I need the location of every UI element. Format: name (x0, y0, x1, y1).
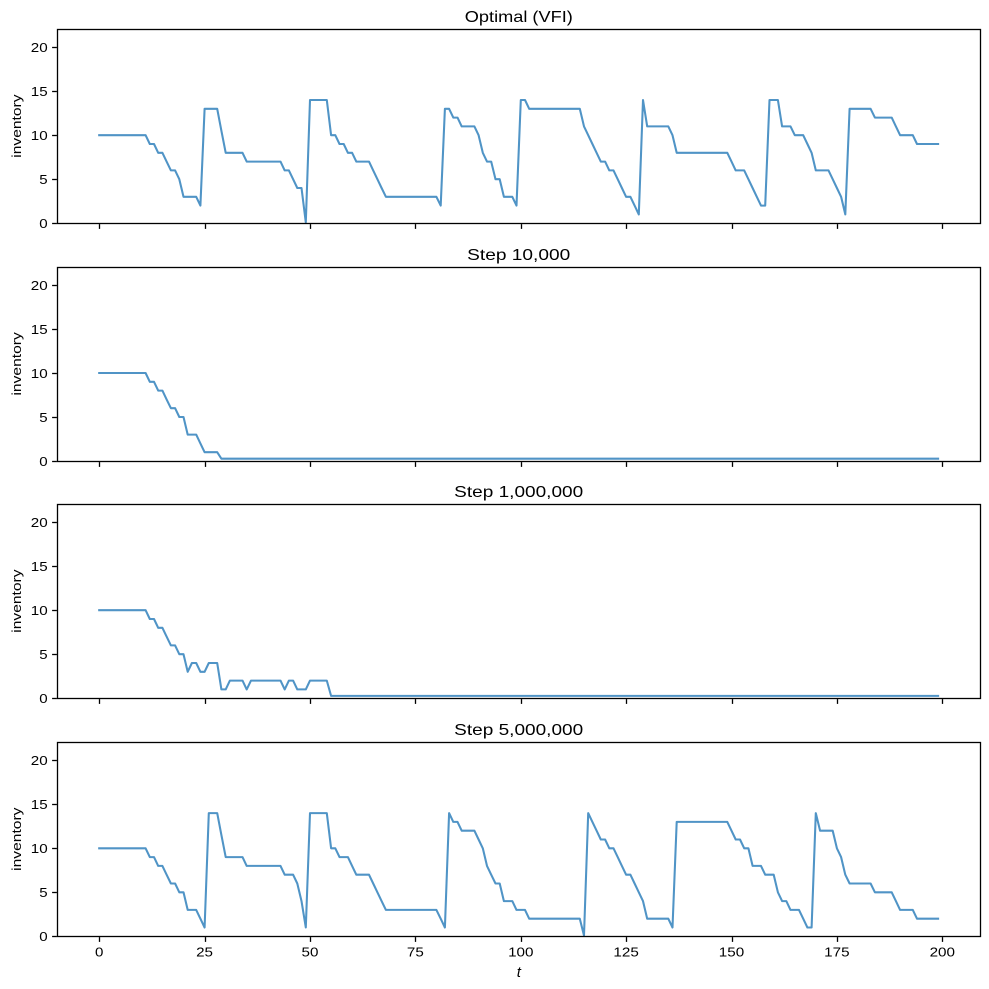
svg-text:20: 20 (31, 40, 48, 55)
svg-text:20: 20 (31, 515, 48, 530)
svg-text:Step 10,000: Step 10,000 (467, 247, 570, 264)
svg-text:0: 0 (95, 945, 103, 960)
svg-text:5: 5 (39, 410, 47, 425)
svg-text:inventory: inventory (9, 569, 24, 633)
svg-text:0: 0 (39, 929, 47, 944)
svg-text:inventory: inventory (9, 94, 24, 158)
svg-text:10: 10 (31, 366, 48, 381)
svg-text:5: 5 (39, 172, 47, 187)
svg-text:10: 10 (31, 603, 48, 618)
svg-text:25: 25 (196, 945, 213, 960)
svg-text:20: 20 (31, 753, 48, 768)
svg-text:0: 0 (39, 216, 47, 231)
svg-text:inventory: inventory (9, 332, 24, 396)
svg-text:175: 175 (824, 945, 849, 960)
svg-text:15: 15 (31, 797, 48, 812)
svg-text:100: 100 (508, 945, 533, 960)
svg-text:50: 50 (302, 945, 319, 960)
svg-text:10: 10 (31, 128, 48, 143)
svg-text:75: 75 (407, 945, 424, 960)
svg-text:Step 5,000,000: Step 5,000,000 (454, 722, 583, 739)
svg-text:Step 1,000,000: Step 1,000,000 (454, 484, 583, 501)
svg-text:inventory: inventory (9, 807, 24, 871)
svg-text:5: 5 (39, 885, 47, 900)
svg-text:15: 15 (31, 559, 48, 574)
svg-text:125: 125 (613, 945, 638, 960)
svg-text:150: 150 (719, 945, 744, 960)
svg-text:5: 5 (39, 647, 47, 662)
svg-text:10: 10 (31, 841, 48, 856)
svg-text:0: 0 (39, 691, 47, 706)
svg-text:200: 200 (930, 945, 955, 960)
svg-text:15: 15 (31, 84, 48, 99)
svg-text:0: 0 (39, 454, 47, 469)
svg-text:20: 20 (31, 278, 48, 293)
svg-text:Optimal (VFI): Optimal (VFI) (465, 9, 573, 26)
svg-text:t: t (517, 964, 522, 981)
svg-text:15: 15 (31, 322, 48, 337)
